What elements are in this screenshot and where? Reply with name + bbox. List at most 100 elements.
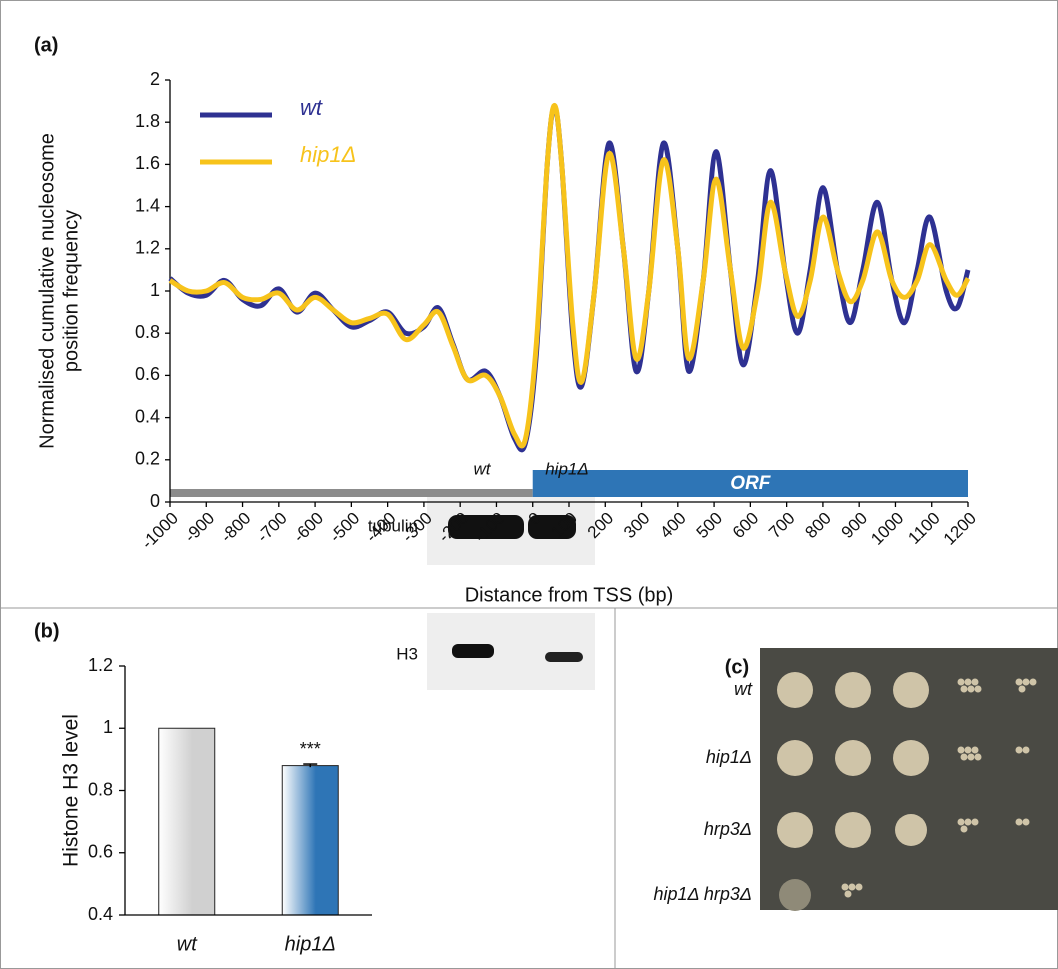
x-tick-label: 700: [765, 509, 798, 542]
y-tick-label: 0.4: [135, 406, 160, 426]
lane-label: hip1Δ: [545, 459, 589, 478]
x-tick-label: 300: [620, 509, 653, 542]
significance-label: ***: [300, 739, 321, 759]
y-tick-label: 1.4: [135, 195, 160, 215]
y-tick-label: 0.4: [88, 904, 113, 924]
colony-spot: [893, 740, 929, 776]
colony-spot: [777, 740, 813, 776]
region-bar: [170, 489, 533, 497]
colony: [974, 753, 982, 761]
colony: [971, 746, 979, 754]
strain-label: wt: [734, 679, 753, 699]
colony-spot: [835, 812, 871, 848]
y-tick-label: 0.6: [88, 842, 113, 862]
y-tick-label: 1.8: [135, 111, 160, 131]
y-tick-label: 1.6: [135, 153, 160, 173]
colony: [964, 818, 972, 826]
band: [545, 652, 583, 662]
panel-label: (b): [34, 620, 60, 642]
x-tick-label: hip1Δ: [285, 933, 336, 955]
colony: [1015, 818, 1023, 826]
colony: [964, 678, 972, 686]
y-tick-label: 2: [150, 69, 160, 89]
blot-row-label: H3: [396, 644, 418, 663]
y-tick-label: 1: [103, 717, 113, 737]
x-tick-label: -900: [181, 509, 218, 546]
colony: [855, 883, 863, 891]
colony-spot: [895, 814, 927, 846]
x-tick-label: 800: [801, 509, 834, 542]
colony: [841, 883, 849, 891]
panel-label: (a): [34, 34, 58, 56]
legend-label: wt: [300, 95, 323, 120]
colony: [957, 678, 965, 686]
colony-spot: [835, 672, 871, 708]
colony: [1022, 678, 1030, 686]
colony-spot: [835, 740, 871, 776]
legend-label: hip1Δ: [300, 142, 356, 167]
y-tick-label: 1.2: [135, 238, 160, 258]
colony: [967, 685, 975, 693]
x-tick-label: 500: [693, 509, 726, 542]
colony: [964, 746, 972, 754]
y-tick-label: 0.8: [88, 779, 113, 799]
x-tick-label: 900: [838, 509, 871, 542]
x-tick-label: 1000: [867, 509, 907, 549]
colony: [1022, 746, 1030, 754]
y-axis-title: Histone H3 level: [60, 714, 83, 867]
colony: [957, 818, 965, 826]
x-tick-label: -1000: [138, 509, 182, 553]
x-tick-label: wt: [177, 933, 198, 955]
x-tick-label: -800: [217, 509, 254, 546]
colony: [971, 678, 979, 686]
bar: [281, 765, 339, 916]
x-axis-title: Distance from TSS (bp): [465, 584, 674, 606]
colony-spot: [779, 879, 811, 911]
lane-label: wt: [474, 459, 492, 478]
colony: [957, 746, 965, 754]
y-tick-label: 1.2: [88, 655, 113, 675]
colony-spot: [777, 672, 813, 708]
colony: [1029, 678, 1037, 686]
x-tick-label: -700: [253, 509, 290, 546]
colony: [967, 753, 975, 761]
strain-label: hrp3Δ: [704, 819, 752, 839]
colony: [848, 883, 856, 891]
colony: [1018, 685, 1026, 693]
colony: [971, 818, 979, 826]
x-tick-label: 1100: [904, 509, 943, 548]
x-tick-label: 600: [729, 509, 762, 542]
y-tick-label: 0.8: [135, 322, 160, 342]
x-tick-label: -600: [290, 509, 327, 546]
strain-label: hip1Δ hrp3Δ: [653, 884, 752, 904]
y-axis-title: Normalised cumulative nucleosome: [36, 133, 58, 449]
colony-spot: [893, 672, 929, 708]
y-tick-label: 0.2: [135, 449, 160, 469]
colony: [960, 825, 968, 833]
colony-spot: [777, 812, 813, 848]
colony: [1015, 746, 1023, 754]
strain-label: hip1Δ: [706, 747, 752, 767]
y-tick-label: 0.6: [135, 364, 160, 384]
colony: [974, 685, 982, 693]
x-tick-label: 1200: [940, 509, 980, 549]
colony: [1022, 818, 1030, 826]
series-line: [168, 102, 971, 449]
region-bar: [532, 470, 968, 497]
colony: [844, 890, 852, 898]
band: [448, 515, 524, 539]
x-tick-label: -500: [326, 509, 363, 546]
colony: [960, 753, 968, 761]
y-tick-label: 1: [150, 280, 160, 300]
band: [452, 644, 494, 658]
x-tick-label: 400: [656, 509, 689, 542]
colony: [1015, 678, 1023, 686]
y-tick-label: 0: [150, 491, 160, 511]
region-label: ORF: [730, 473, 772, 494]
colony: [960, 685, 968, 693]
panel-label: (c): [725, 656, 749, 678]
bar: [158, 727, 216, 916]
blot-row-label: tubulin: [368, 516, 418, 535]
band: [528, 515, 576, 539]
